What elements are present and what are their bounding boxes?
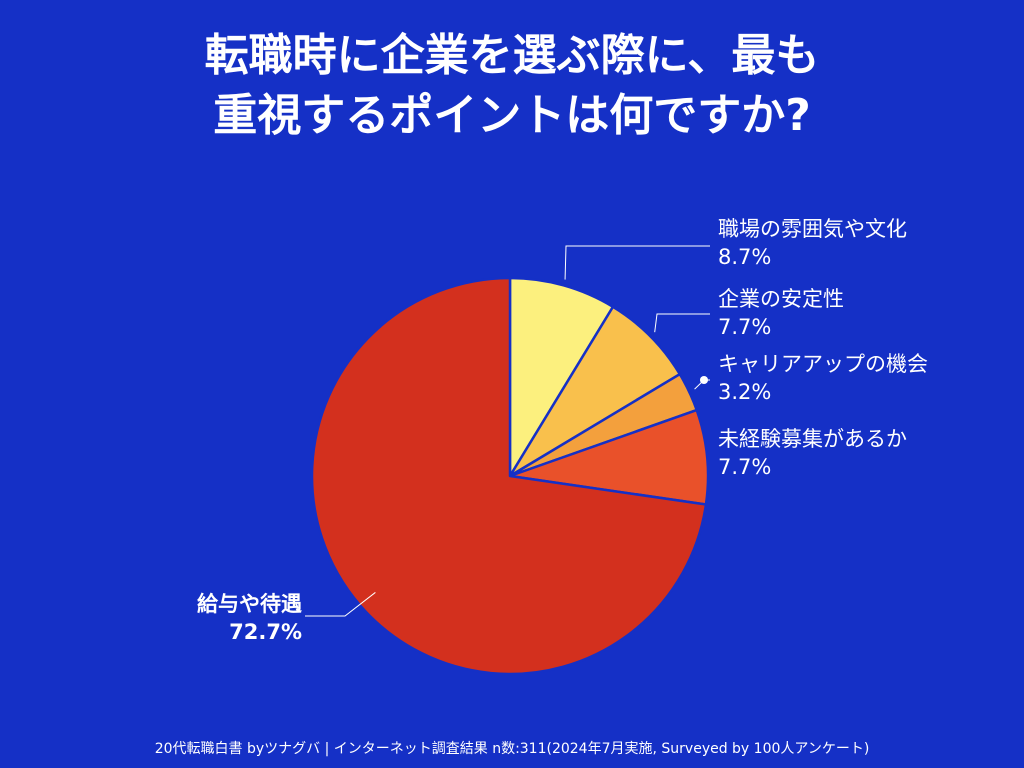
slice-value-company-stability: 7.7% — [718, 315, 772, 339]
chart-title-line-2: 重視するポイントは何ですか? — [213, 90, 811, 141]
slice-value-workplace-culture: 8.7% — [718, 245, 772, 269]
slice-value-career-growth: 3.2% — [718, 380, 772, 404]
slice-label-career-growth: キャリアアップの機会 3.2% — [718, 350, 928, 406]
chart-title: 転職時に企業を選ぶ際に、最も 重視するポイントは何ですか? — [0, 26, 1024, 146]
slice-label-company-stability: 企業の安定性 7.7% — [718, 285, 844, 341]
pie-slice-inexperienced-ok — [508, 408, 710, 506]
slice-name-workplace-culture: 職場の雰囲気や文化 — [718, 217, 907, 241]
pie-slice-salary — [310, 276, 708, 676]
slice-name-company-stability: 企業の安定性 — [718, 287, 844, 311]
leader-line-workplace-culture — [564, 245, 710, 280]
footer-source-note: 20代転職白書 byツナグバ | インターネット調査結果 n数:311(2024… — [154, 741, 870, 757]
slice-label-salary: 給与や待遇 72.7% — [197, 590, 302, 646]
slice-name-salary: 給与や待遇 — [197, 592, 302, 616]
slice-label-inexperienced-ok: 未経験募集があるか 7.7% — [718, 425, 907, 481]
slice-name-inexperienced-ok: 未経験募集があるか — [718, 427, 907, 451]
pie-slice-company-stability — [508, 305, 682, 478]
slice-value-salary: 72.7% — [229, 620, 302, 644]
leader-line-company-stability — [654, 313, 710, 333]
chart-title-line-1: 転職時に企業を選ぶ際に、最も — [204, 30, 820, 81]
pie-slice-workplace-culture — [508, 276, 615, 478]
leader-line-salary — [305, 592, 376, 617]
leader-dot-career-growth — [700, 376, 708, 384]
slice-name-career-growth: キャリアアップの機会 — [718, 352, 928, 376]
slice-value-inexperienced-ok: 7.7% — [718, 455, 772, 479]
slice-label-workplace-culture: 職場の雰囲気や文化 8.7% — [718, 215, 907, 271]
